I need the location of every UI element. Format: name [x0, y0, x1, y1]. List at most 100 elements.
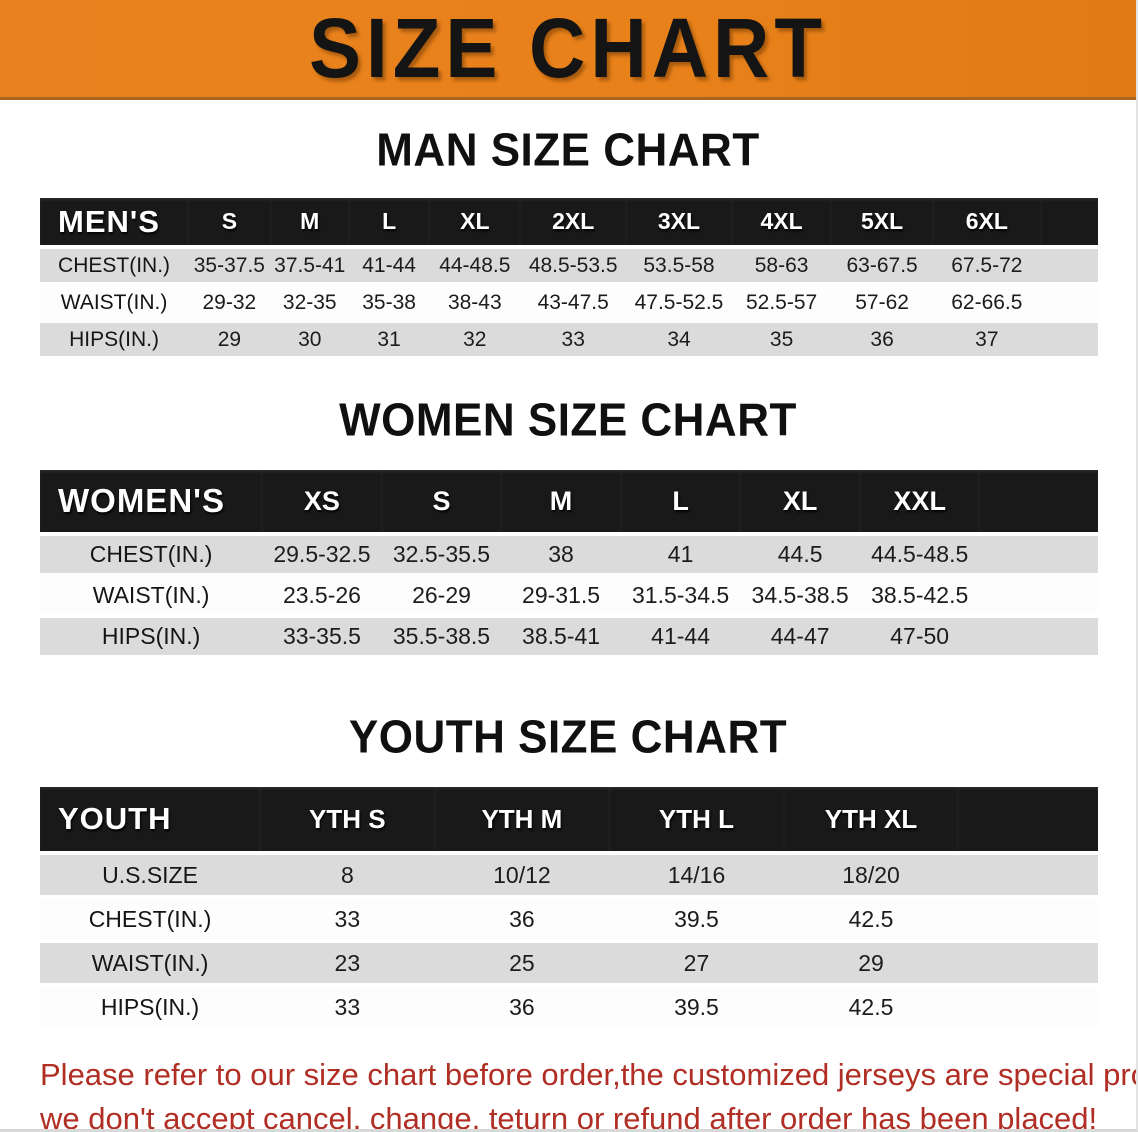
size-value: 33: [520, 321, 627, 360]
column-header: XS: [262, 470, 382, 536]
size-value: 34: [626, 321, 732, 360]
size-value: 23.5-26: [262, 575, 382, 618]
column-header: YTH L: [609, 787, 784, 855]
youth-size-section: YOUTH SIZE CHART YOUTH YTH S YTH M YTH L YTH…: [0, 711, 1136, 1031]
size-value: 58-63: [731, 247, 832, 286]
size-value: 39.5: [609, 985, 784, 1031]
row-label: HIPS(IN.): [40, 321, 189, 360]
women-section-heading: WOMEN SIZE CHART: [339, 394, 797, 447]
size-value: 36: [434, 897, 610, 943]
size-value: 29.5-32.5: [262, 534, 382, 577]
column-header: 5XL: [831, 198, 933, 249]
table-row: HIPS(IN.) 29 30 31 32 33 34 35 36 37: [40, 321, 1098, 360]
size-value: 63-67.5: [831, 247, 933, 286]
row-label: WAIST(IN.): [40, 941, 261, 987]
table-row: CHEST(IN.) 29.5-32.5 32.5-35.5 38 41 44.5 44.5…: [40, 534, 1098, 577]
size-value: 8: [260, 853, 435, 899]
youth-section-heading: YOUTH SIZE CHART: [348, 711, 788, 764]
size-value: 26-29: [381, 575, 502, 618]
row-label: U.S.SIZE: [40, 853, 261, 899]
size-value: 42.5: [783, 985, 959, 1031]
column-header: L: [348, 198, 430, 249]
spacer-cell: [1040, 321, 1098, 360]
column-header: L: [620, 470, 741, 536]
size-value: 38.5-41: [501, 616, 621, 659]
row-label: WAIST(IN.): [40, 575, 263, 618]
disclaimer-line-2: we don't accept cancel, change, teturn o…: [40, 1101, 1098, 1132]
size-value: 32: [429, 321, 521, 360]
column-header: M: [270, 198, 349, 249]
size-value: 43-47.5: [520, 284, 627, 323]
size-value: 47-50: [859, 616, 980, 659]
size-value: 25: [434, 941, 610, 987]
column-header: M: [501, 470, 621, 536]
men-size-section: MAN SIZE CHART MEN'S S M L XL 2XL 3XL 4XL 5XL 6XL…: [0, 125, 1136, 360]
size-value: 35: [731, 321, 832, 360]
spacer-cell: [1040, 247, 1098, 286]
table-row: WAIST(IN.) 23 25 27 29: [40, 941, 1098, 987]
size-value: 35.5-38.5: [381, 616, 502, 659]
row-label: HIPS(IN.): [40, 985, 261, 1031]
youth-size-table: YOUTH YTH S YTH M YTH L YTH XL U.S.SIZE 8 10/1…: [40, 787, 1098, 1031]
column-header: XL: [429, 198, 521, 249]
size-value: 35-37.5: [188, 247, 271, 286]
spacer-cell: [958, 985, 1098, 1031]
size-value: 34.5-38.5: [740, 575, 860, 618]
size-value: 36: [434, 985, 610, 1031]
size-value: 48.5-53.5: [520, 247, 627, 286]
spacer-cell: [958, 897, 1098, 943]
size-value: 29-32: [188, 284, 271, 323]
size-value: 29: [188, 321, 271, 360]
disclaimer: Please refer to our size chart before or…: [40, 1057, 1138, 1132]
spacer-cell: [979, 616, 1098, 659]
column-header: XXL: [859, 470, 980, 536]
size-value: 57-62: [831, 284, 933, 323]
column-header: 2XL: [520, 198, 627, 249]
column-header: YTH S: [260, 787, 435, 855]
size-value: 31.5-34.5: [620, 575, 741, 618]
column-header: XL: [740, 470, 860, 536]
size-value: 32-35: [270, 284, 349, 323]
size-value: 52.5-57: [731, 284, 832, 323]
row-label: WAIST(IN.): [40, 284, 189, 323]
column-header: S: [188, 198, 271, 249]
column-header: YTH XL: [783, 787, 959, 855]
size-value: 27: [609, 941, 784, 987]
column-header: 3XL: [626, 198, 732, 249]
disclaimer-line-1: Please refer to our size chart before or…: [40, 1057, 1138, 1092]
table-header-row: WOMEN'S XS S M L XL XXL: [40, 470, 1098, 536]
column-header: 6XL: [932, 198, 1041, 249]
size-value: 62-66.5: [932, 284, 1041, 323]
banner-title: SIZE CHART: [309, 0, 827, 96]
table-header-label: WOMEN'S: [40, 470, 263, 536]
table-header-row: YOUTH YTH S YTH M YTH L YTH XL: [40, 787, 1098, 855]
size-value: 23: [260, 941, 435, 987]
table-row: U.S.SIZE 8 10/12 14/16 18/20: [40, 853, 1098, 899]
table-header-row: MEN'S S M L XL 2XL 3XL 4XL 5XL 6XL: [40, 198, 1098, 249]
size-value: 33-35.5: [262, 616, 382, 659]
men-size-table: MEN'S S M L XL 2XL 3XL 4XL 5XL 6XL CHEST(IN.) 35-3…: [40, 198, 1098, 360]
banner: SIZE CHART: [0, 0, 1136, 100]
spacer-cell: [979, 575, 1098, 618]
women-size-table: WOMEN'S XS S M L XL XXL CHEST(IN.) 29.5-32.5 32.…: [40, 470, 1098, 659]
size-value: 29: [783, 941, 959, 987]
spacer-cell: [979, 470, 1098, 536]
size-value: 41: [620, 534, 741, 577]
table-row: CHEST(IN.) 35-37.5 37.5-41 41-44 44-48.5 48.5…: [40, 247, 1098, 286]
table-row: CHEST(IN.) 33 36 39.5 42.5: [40, 897, 1098, 943]
size-value: 33: [260, 897, 435, 943]
table-header-label: YOUTH: [40, 787, 261, 855]
row-label: CHEST(IN.): [40, 534, 263, 577]
size-value: 38-43: [429, 284, 521, 323]
size-value: 44-47: [740, 616, 860, 659]
size-value: 30: [270, 321, 349, 360]
size-value: 37: [932, 321, 1041, 360]
size-value: 44.5-48.5: [859, 534, 980, 577]
size-value: 67.5-72: [932, 247, 1041, 286]
size-value: 14/16: [609, 853, 784, 899]
size-value: 44.5: [740, 534, 860, 577]
row-label: CHEST(IN.): [40, 247, 189, 286]
size-value: 31: [348, 321, 430, 360]
size-value: 35-38: [348, 284, 430, 323]
